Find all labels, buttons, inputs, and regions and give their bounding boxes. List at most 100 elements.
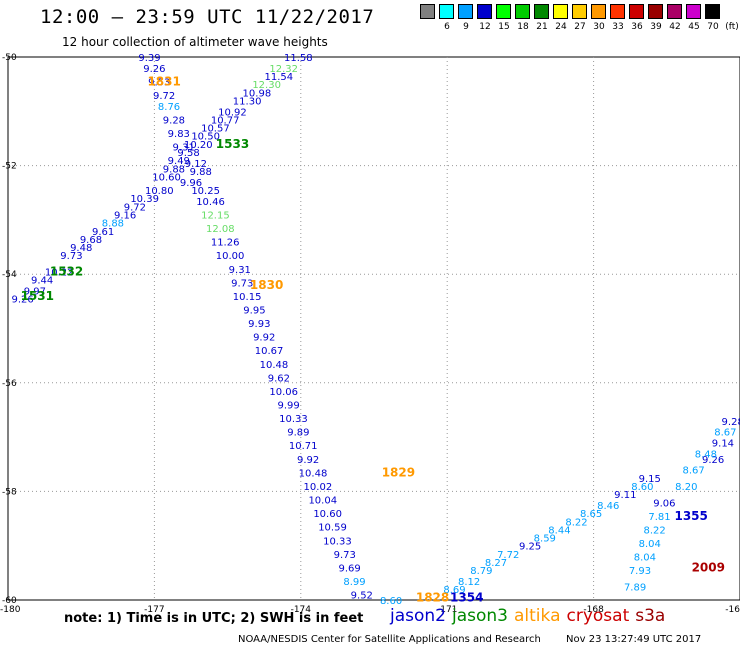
lon-tick-label: -177 xyxy=(144,605,164,615)
wave-height-label: 9.12 xyxy=(185,159,207,170)
legend-label: 21 xyxy=(536,22,548,32)
lon-tick-label: -180 xyxy=(0,605,21,615)
pass-time-label: 1830 xyxy=(250,278,283,292)
pass-time-label: 1355 xyxy=(674,509,707,523)
legend-swatch xyxy=(515,4,530,19)
wave-height-label: 9.31 xyxy=(173,143,195,154)
wave-height-label: 9.11 xyxy=(614,490,636,501)
wave-height-label: 10.04 xyxy=(308,496,337,507)
legend-swatch xyxy=(648,4,663,19)
wave-height-label: 9.97 xyxy=(24,286,46,297)
lat-tick-label: -54 xyxy=(2,270,17,280)
credit-timestamp: Nov 23 13:27:49 UTC 2017 xyxy=(566,634,702,645)
wave-height-label: 9.99 xyxy=(277,401,299,412)
wave-height-label: 8.04 xyxy=(639,539,661,550)
legend-swatch xyxy=(629,4,644,19)
wave-height-label: 9.49 xyxy=(168,156,190,167)
wave-height-label: 10.48 xyxy=(260,360,289,371)
satellite-name: s3a xyxy=(635,606,666,626)
wave-height-label: 10.25 xyxy=(191,186,220,197)
legend-label: 24 xyxy=(555,22,567,32)
wave-height-label: 10.46 xyxy=(196,197,225,208)
legend-swatch xyxy=(705,4,720,19)
wave-height-label: 9.31 xyxy=(229,265,251,276)
wave-height-label: 9.72 xyxy=(153,91,175,102)
wave-height-label: 9.53 xyxy=(148,77,170,88)
wave-height-label: 9.48 xyxy=(70,243,92,254)
wave-height-label: 9.73 xyxy=(231,278,253,289)
lon-tick-label: -174 xyxy=(291,605,312,615)
pass-time-label: 1828 xyxy=(416,590,449,604)
credit-organization: NOAA/NESDIS Center for Satellite Applica… xyxy=(238,634,541,645)
wave-height-label: 8.46 xyxy=(597,501,619,512)
wave-height-label: 9.16 xyxy=(114,210,136,221)
pass-time-label: 1531 xyxy=(21,289,54,303)
wave-height-label: 10.33 xyxy=(279,414,308,425)
wave-height-label: 8.69 xyxy=(443,585,465,596)
legend-label: 12 xyxy=(479,22,491,32)
wave-height-label: 9.61 xyxy=(92,227,114,238)
legend-swatch xyxy=(458,4,473,19)
legend-label: 36 xyxy=(631,22,643,32)
satellite-name: jason2 xyxy=(390,606,446,626)
wave-height-label: 10.71 xyxy=(289,441,318,452)
satellite-name: jason3 xyxy=(452,606,508,626)
wave-height-label: 9.93 xyxy=(248,319,270,330)
wave-height-label: 8.48 xyxy=(695,449,717,460)
lon-tick-label: -168 xyxy=(583,605,604,615)
wave-height-label: 9.88 xyxy=(163,164,185,175)
pass-time-label: 1532 xyxy=(50,264,83,278)
wave-height-label: 9.44 xyxy=(31,276,53,287)
wave-height-label: 9.52 xyxy=(351,591,373,602)
wave-height-label: 9.88 xyxy=(190,167,212,178)
wave-height-label: 10.98 xyxy=(243,88,272,99)
legend-label: 30 xyxy=(593,22,605,32)
wave-height-label: 10.60 xyxy=(152,172,181,183)
wave-height-label: 8.22 xyxy=(565,517,587,528)
wave-height-label: 9.92 xyxy=(253,333,275,344)
wave-height-label: 10.60 xyxy=(313,509,342,520)
wave-height-label: 9.92 xyxy=(297,455,319,466)
legend-swatch xyxy=(686,4,701,19)
wave-height-label: 8.65 xyxy=(580,509,602,520)
wave-height-label: 9.73 xyxy=(60,251,82,262)
satellite-legend: jason2 jason3 altika cryosat s3a xyxy=(390,606,671,626)
legend-swatch xyxy=(477,4,492,19)
wave-height-label: 10.59 xyxy=(318,523,347,534)
legend-swatch xyxy=(610,4,625,19)
lat-tick-label: -52 xyxy=(2,162,17,172)
wave-height-label: 8.60 xyxy=(631,482,653,493)
wave-height-label: 9.25 xyxy=(519,542,541,553)
map-frame xyxy=(7,56,740,601)
wave-height-label: 8.20 xyxy=(675,482,697,493)
wave-height-label: 7.81 xyxy=(648,512,670,523)
wave-height-label: 9.96 xyxy=(180,178,202,189)
legend-swatch xyxy=(667,4,682,19)
legend-label: 27 xyxy=(574,22,586,32)
wave-height-label: 8.88 xyxy=(102,219,124,230)
wave-height-label: 8.04 xyxy=(634,553,656,564)
legend-swatch xyxy=(420,4,435,19)
wave-height-label: 9.69 xyxy=(338,563,360,574)
wave-height-label: 9.58 xyxy=(177,148,199,159)
wave-height-label: 9.14 xyxy=(712,439,734,450)
wave-height-label: 8.67 xyxy=(683,466,705,477)
wave-height-label: 10.57 xyxy=(201,124,230,135)
wave-height-label: 10.67 xyxy=(255,346,284,357)
pass-time-label: 1829 xyxy=(382,465,415,479)
legend-label: 33 xyxy=(612,22,624,32)
legend-swatch xyxy=(534,4,549,19)
wave-height-label: 10.77 xyxy=(211,115,240,126)
pass-time-label: 2009 xyxy=(692,560,725,574)
legend-label: 9 xyxy=(463,22,469,32)
wave-height-label: 11.58 xyxy=(284,53,313,64)
wave-height-label: 8.27 xyxy=(485,558,507,569)
wave-height-label: 10.50 xyxy=(191,132,220,143)
page-title: 12:00 — 23:59 UTC 11/22/2017 xyxy=(40,6,375,28)
wave-height-label: 8.60 xyxy=(380,596,402,607)
footer-note: note: 1) Time is in UTC; 2) SWH is in fe… xyxy=(64,611,364,626)
wave-height-label: 10.33 xyxy=(323,536,352,547)
legend-swatch xyxy=(553,4,568,19)
legend-label: 70 xyxy=(707,22,719,32)
lat-tick-label: -50 xyxy=(2,53,17,63)
